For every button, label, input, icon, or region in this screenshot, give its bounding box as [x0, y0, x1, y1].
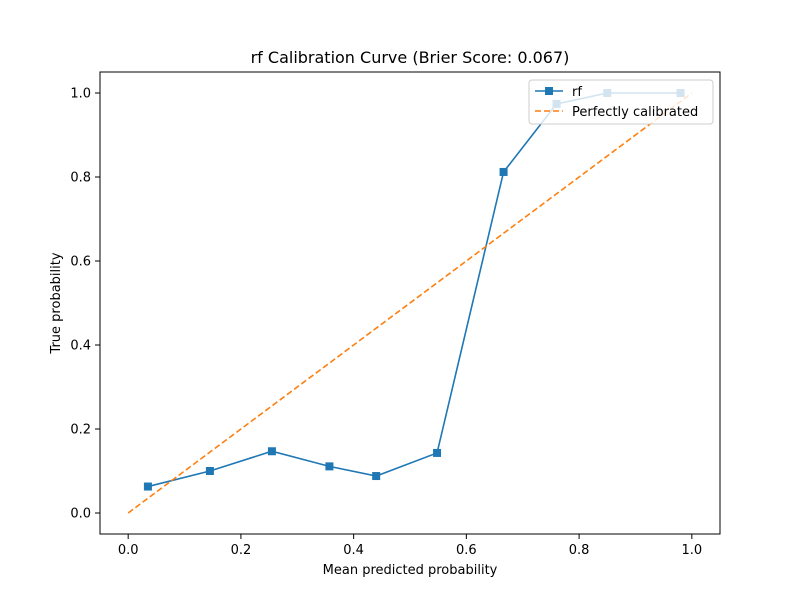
legend-label-rf: rf	[572, 85, 582, 100]
y-tick-label: 0.4	[70, 339, 91, 354]
legend-box	[528, 79, 714, 125]
y-tick-label: 0.6	[70, 255, 91, 270]
x-tick-label: 1.0	[681, 543, 702, 558]
legend-marker-rf	[545, 87, 553, 95]
perfectly-calibrated-line	[127, 92, 693, 514]
y-tick-label: 0.0	[70, 507, 91, 522]
rf-data-point	[143, 482, 152, 491]
y-tick-label: 1.0	[70, 87, 91, 102]
x-tick-label: 0.0	[118, 543, 139, 558]
chart-title: rf Calibration Curve (Brier Score: 0.067…	[251, 48, 570, 67]
y-tick-label: 0.8	[70, 171, 91, 186]
axes-frame	[99, 71, 721, 535]
x-tick-label: 0.4	[343, 543, 364, 558]
rf-data-point	[205, 467, 214, 475]
rf-data-point	[499, 167, 508, 176]
x-tick-label: 0.6	[456, 543, 477, 558]
rf-data-point	[372, 472, 381, 481]
legend-label-perfectly-calibrated: Perfectly calibrated	[572, 105, 698, 120]
rf-data-point	[325, 462, 334, 471]
axis-ticks: 0.0 0.2 0.4 0.6 0.8 1.0 0.0 0.2 0.4 0.6 0.8 1.0	[70, 87, 702, 559]
y-tick-label: 0.2	[70, 423, 91, 438]
y-axis-title: True probability	[49, 252, 64, 354]
x-tick-label: 0.2	[231, 543, 252, 558]
rf-data-point	[267, 447, 276, 456]
legend: rf Perfectly calibrated	[528, 79, 714, 125]
x-axis-title: Mean predicted probability	[323, 563, 498, 578]
x-tick-label: 0.8	[569, 543, 590, 558]
rf-data-point	[433, 448, 442, 457]
